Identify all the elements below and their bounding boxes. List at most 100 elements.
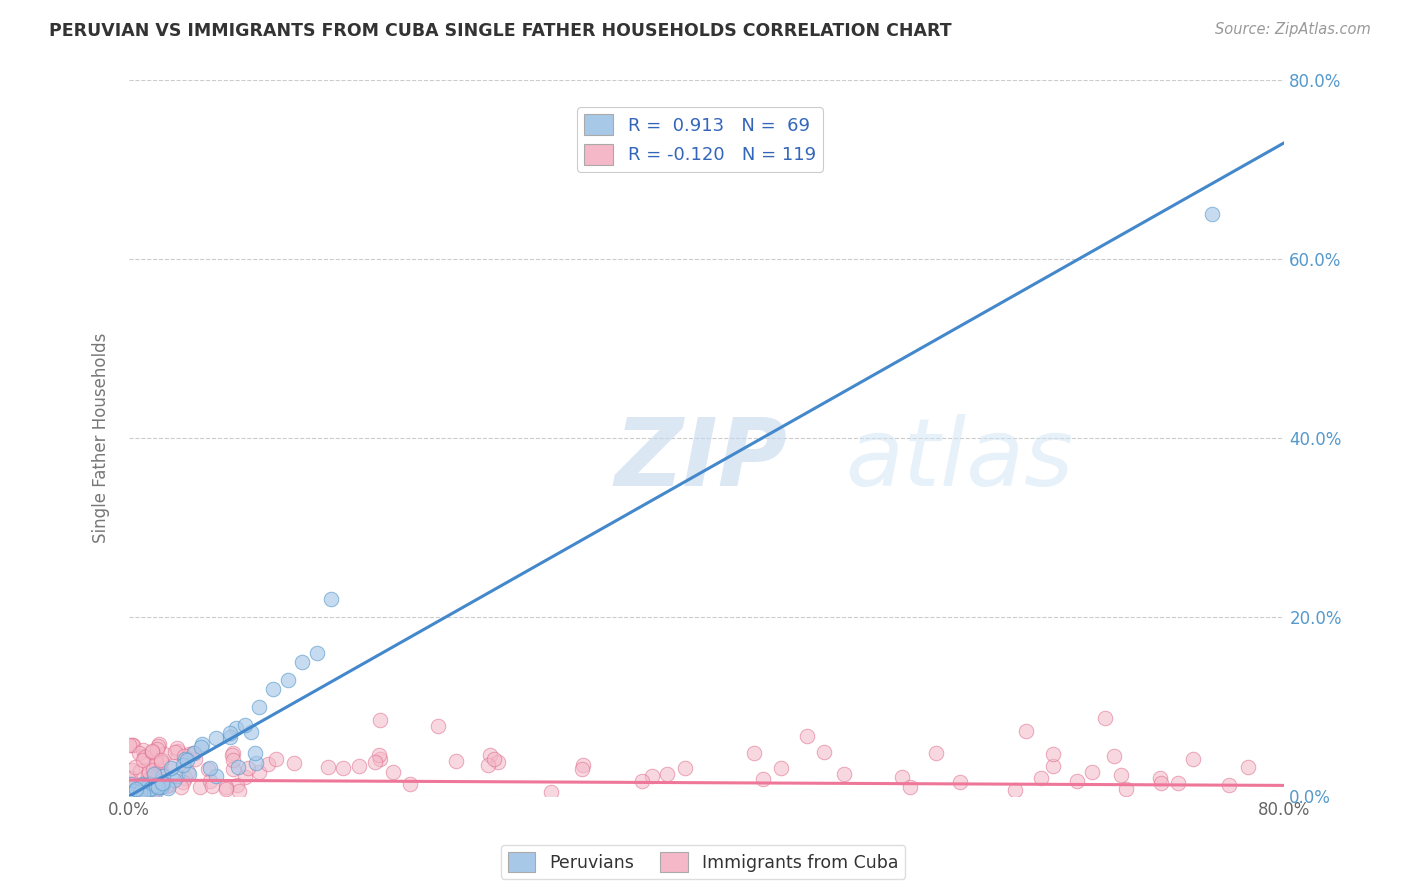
Point (125, 786, 148, 800)
Point (283, 756, 305, 771)
Point (148, 739, 170, 753)
Point (215, 782, 238, 797)
Point (222, 746, 245, 760)
Point (215, 780, 238, 795)
Point (150, 776, 173, 790)
Point (247, 699, 270, 714)
Point (136, 768, 159, 782)
Point (120, 788, 142, 802)
Point (540, 785, 562, 799)
Point (128, 746, 150, 760)
Point (150, 753, 173, 767)
Point (124, 760, 146, 774)
Point (132, 753, 155, 767)
Point (813, 745, 835, 759)
Point (121, 738, 143, 752)
Point (183, 746, 205, 760)
Point (121, 738, 143, 752)
Point (148, 737, 170, 751)
Point (1004, 782, 1026, 797)
Point (198, 774, 221, 789)
Point (1042, 747, 1064, 761)
Point (318, 760, 340, 774)
Point (200, 761, 222, 775)
Point (157, 778, 180, 792)
Point (201, 779, 224, 793)
Point (138, 777, 160, 791)
Point (190, 739, 212, 754)
Point (479, 747, 502, 762)
Point (197, 762, 219, 776)
Point (170, 780, 193, 794)
Point (139, 781, 162, 796)
Point (219, 730, 242, 744)
Point (150, 763, 173, 777)
Legend: Peruvians, Immigrants from Cuba: Peruvians, Immigrants from Cuba (501, 845, 905, 879)
Point (127, 786, 149, 800)
Point (135, 780, 157, 795)
Point (673, 761, 696, 775)
Point (898, 780, 921, 795)
Point (120, 777, 142, 791)
Point (120, 788, 142, 802)
Point (121, 788, 143, 802)
Point (150, 780, 173, 794)
Point (225, 721, 247, 735)
Point (131, 785, 153, 799)
Point (188, 780, 211, 794)
Point (257, 756, 280, 771)
Point (398, 777, 420, 791)
Point (925, 746, 948, 760)
Point (118, 739, 141, 753)
Point (1031, 771, 1053, 785)
Point (226, 760, 249, 774)
Point (142, 767, 165, 781)
Point (233, 717, 256, 731)
Point (138, 772, 160, 787)
Point (122, 780, 145, 794)
Text: PERUVIAN VS IMMIGRANTS FROM CUBA SINGLE FATHER HOUSEHOLDS CORRELATION CHART: PERUVIAN VS IMMIGRANTS FROM CUBA SINGLE … (49, 22, 952, 40)
Point (1115, 782, 1137, 797)
Point (769, 761, 792, 775)
Point (152, 776, 174, 790)
Point (571, 758, 593, 772)
Point (121, 788, 143, 802)
Point (486, 755, 509, 769)
Point (172, 758, 194, 772)
Point (152, 774, 174, 789)
Point (172, 774, 194, 789)
Legend: R =  0.913   N =  69, R = -0.120   N = 119: R = 0.913 N = 69, R = -0.120 N = 119 (576, 107, 823, 172)
Point (219, 726, 242, 740)
Point (183, 751, 205, 765)
Point (173, 749, 195, 764)
Point (155, 779, 177, 793)
Point (305, 646, 328, 660)
Point (1218, 778, 1240, 792)
Point (159, 761, 181, 775)
Point (166, 769, 188, 783)
Point (228, 784, 250, 798)
Point (139, 771, 162, 785)
Point (148, 763, 170, 777)
Point (120, 771, 142, 785)
Point (173, 771, 195, 785)
Point (125, 783, 148, 797)
Point (1081, 765, 1104, 780)
Point (124, 784, 146, 798)
Point (176, 765, 198, 780)
Point (266, 752, 288, 766)
Point (131, 788, 153, 802)
Point (127, 788, 149, 802)
Point (167, 743, 190, 757)
Point (142, 783, 165, 797)
Point (347, 759, 370, 773)
Point (146, 780, 169, 794)
Point (152, 747, 174, 761)
Point (131, 777, 153, 791)
Point (631, 774, 654, 789)
Point (1109, 768, 1132, 782)
Point (177, 767, 200, 781)
Point (655, 767, 678, 781)
Point (222, 762, 245, 776)
Point (222, 753, 245, 767)
